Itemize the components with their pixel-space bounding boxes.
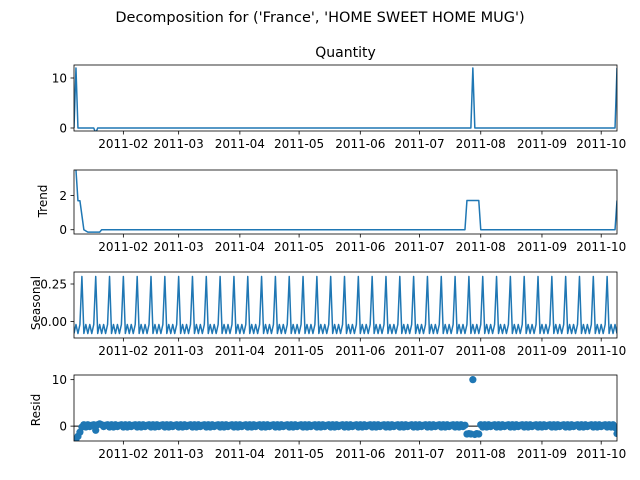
quantity-xtick-label: 2011-09: [517, 137, 567, 151]
resid-point: [611, 423, 617, 432]
resid-point: [613, 429, 617, 438]
quantity-xtick-label: 2011-08: [456, 137, 506, 151]
seasonal-ytick-label: 0.25: [40, 277, 67, 291]
seasonal-axes-frame: [73, 271, 618, 339]
resid-xtick-label: 2011-02: [98, 447, 148, 461]
seasonal-ylabel: Seasonal: [29, 276, 43, 330]
quantity-panel: 2011-02 2011-03 2011-04 2011-05 2011-06 2011-…: [52, 64, 626, 151]
quantity-xtick-label: 2011-04: [215, 137, 265, 151]
resid-ytick-label: 10: [52, 373, 67, 387]
trend-xtick-label: 2011-10: [576, 240, 626, 254]
trend-xtick-label: 2011-02: [98, 240, 148, 254]
trend-ylabel: Trend: [36, 185, 50, 219]
resid-point: [461, 421, 469, 429]
trend-xtick-label: 2011-03: [154, 240, 204, 254]
seasonal-xtick-label: 2011-02: [98, 344, 148, 358]
resid-xtick-label: 2011-04: [215, 447, 265, 461]
resid-ytick-label: 0: [59, 419, 67, 433]
resid-xtick-label: 2011-10: [576, 447, 626, 461]
resid-point: [475, 430, 483, 438]
resid-point: [469, 376, 477, 384]
seasonal-xtick-label: 2011-10: [576, 344, 626, 358]
quantity-plot-area: [74, 67, 617, 131]
resid-point: [92, 426, 100, 434]
trend-xtick-label: 2011-07: [394, 240, 444, 254]
seasonal-xtick-label: 2011-03: [154, 344, 204, 358]
quantity-xtick-label: 2011-06: [335, 137, 385, 151]
trend-xtick-label: 2011-06: [335, 240, 385, 254]
trend-xtick-label: 2011-04: [215, 240, 265, 254]
resid-xtick-label: 2011-03: [154, 447, 204, 461]
seasonal-xtick-label: 2011-05: [274, 344, 324, 358]
resid-panel: 2011-02 2011-03 2011-04 2011-05 2011-06 2011-…: [52, 373, 627, 461]
trend-series-line: [75, 170, 617, 233]
resid-xtick-label: 2011-08: [456, 447, 506, 461]
seasonal-ytick-label: 0.00: [40, 315, 67, 329]
trend-plot-area: [75, 170, 617, 233]
resid-xtick-label: 2011-06: [335, 447, 385, 461]
resid-xtick-label: 2011-05: [274, 447, 324, 461]
quantity-ytick-label: 0: [59, 121, 67, 135]
resid-xtick-label: 2011-07: [394, 447, 444, 461]
seasonal-series-line: [74, 275, 617, 335]
quantity-xtick-label: 2011-10: [576, 137, 626, 151]
seasonal-xtick-label: 2011-07: [394, 344, 444, 358]
trend-xtick-label: 2011-09: [517, 240, 567, 254]
resid-axes-frame: [73, 374, 618, 442]
trend-axes-frame: [73, 169, 618, 235]
quantity-xtick-label: 2011-02: [98, 137, 148, 151]
seasonal-xtick-label: 2011-06: [335, 344, 385, 358]
seasonal-xtick-label: 2011-08: [456, 344, 506, 358]
trend-xtick-label: 2011-05: [274, 240, 324, 254]
seasonal-xtick-label: 2011-09: [517, 344, 567, 358]
trend-ytick-label: 0: [59, 223, 67, 237]
quantity-xtick-label: 2011-05: [274, 137, 324, 151]
seasonal-plot-area: [74, 275, 617, 335]
trend-xtick-label: 2011-08: [456, 240, 506, 254]
resid-xtick-label: 2011-09: [517, 447, 567, 461]
resid-plot-area: [74, 376, 617, 441]
quantity-panel-title: Quantity: [315, 45, 376, 61]
quantity-xtick-label: 2011-03: [154, 137, 204, 151]
trend-panel: 2011-02 2011-03 2011-04 2011-05 2011-06 2011-…: [59, 169, 626, 254]
resid-point: [78, 423, 86, 431]
resid-ylabel: Resid: [29, 394, 43, 426]
quantity-ytick-label: 10: [52, 71, 67, 85]
quantity-series-line: [74, 67, 617, 131]
seasonal-panel: 2011-02 2011-03 2011-04 2011-05 2011-06 2011-…: [40, 271, 626, 358]
seasonal-xtick-label: 2011-04: [215, 344, 265, 358]
figure-suptitle: Decomposition for ('France', 'HOME SWEET…: [115, 10, 524, 26]
quantity-axes-frame: [73, 64, 618, 132]
quantity-xtick-label: 2011-07: [394, 137, 444, 151]
trend-ytick-label: 2: [59, 189, 67, 203]
